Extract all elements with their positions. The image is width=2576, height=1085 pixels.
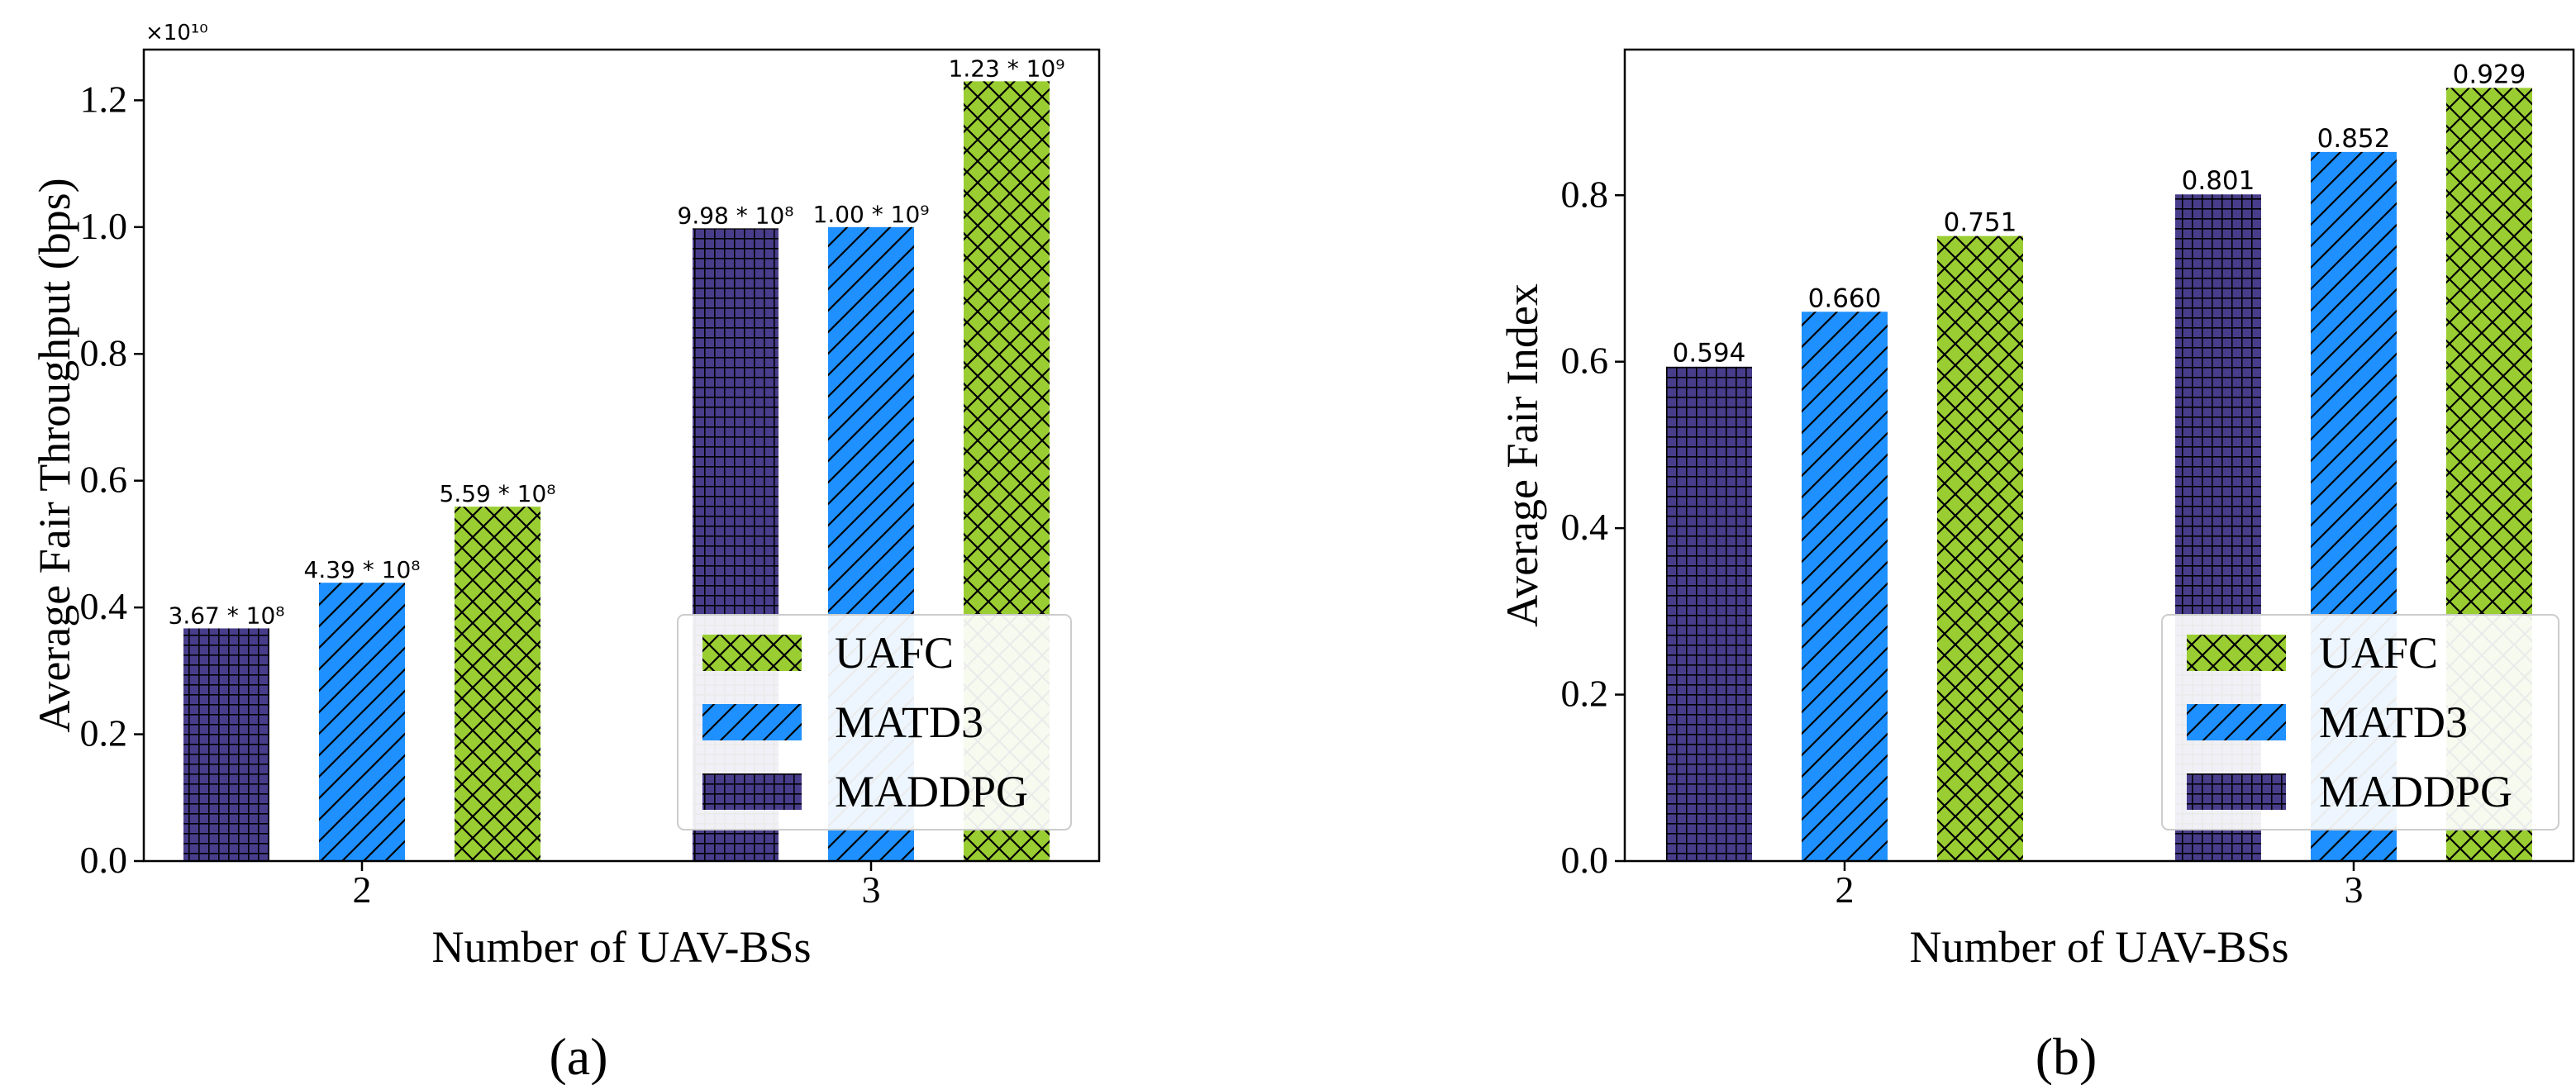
- y-tick-label: 0.0: [1561, 839, 1609, 881]
- x-axis-label: Number of UAV-BSs: [431, 922, 811, 972]
- y-axis-label: Average Fair Index: [1498, 283, 1547, 627]
- bar-value-label: 1.00 * 10⁹: [813, 201, 930, 228]
- y-tick-label: 0.8: [80, 331, 128, 374]
- bar-maddpg-2: [1666, 366, 1752, 862]
- bar-uafc-2: [455, 507, 540, 861]
- bar-maddpg-2: [183, 628, 269, 861]
- bar-value-label: 1.23 * 10⁹: [949, 55, 1065, 82]
- legend: UAFC MATD3 MADDPG: [677, 614, 1072, 830]
- y-offset-label: ×10¹⁰: [145, 21, 208, 45]
- y-tick-label: 0.4: [1561, 506, 1609, 548]
- panel-label: (b): [2036, 1027, 2097, 1085]
- axes-frame: [142, 48, 1101, 863]
- panel-label: (a): [549, 1027, 607, 1085]
- bar-value-label: 4.39 * 10⁸: [304, 556, 421, 583]
- x-tick-label: 2: [353, 868, 372, 911]
- legend-swatch-matd3: [702, 704, 802, 740]
- legend-label-maddpg: MADDPG: [2319, 767, 2512, 816]
- y-tick-label: 1.0: [80, 205, 128, 247]
- bar-value-label: 5.59 * 10⁸: [440, 480, 556, 507]
- bar-value-label: 0.852: [2317, 124, 2391, 154]
- bar-value-label: 0.660: [1808, 283, 1882, 313]
- y-tick-label: 1.2: [80, 78, 128, 120]
- legend-label-matd3: MATD3: [835, 697, 983, 747]
- y-axis-label: Average Fair Throughput (bps): [30, 178, 79, 732]
- y-tick-label: 0.0: [80, 839, 128, 881]
- y-tick-label: 0.6: [80, 459, 128, 501]
- bar-value-label: 0.929: [2453, 59, 2526, 89]
- y-tick-label: 0.8: [1561, 173, 1609, 215]
- legend-label-uafc: UAFC: [2319, 628, 2438, 678]
- legend-swatch-maddpg: [2187, 773, 2286, 810]
- bar-value-label: 0.751: [1944, 208, 2017, 238]
- x-tick-label: 3: [862, 868, 881, 911]
- chart-panel-a: 3.67 * 10⁸ 9.98 * 10⁸ 4.39 * 10⁸ 1.00 * 10⁹…: [30, 21, 1101, 1085]
- y-tick-label: 0.2: [80, 712, 128, 754]
- legend-swatch-uafc: [2187, 635, 2286, 671]
- legend-swatch-matd3: [2187, 704, 2286, 740]
- bar-uafc-2: [1937, 236, 2023, 861]
- y-tick-label: 0.6: [1561, 340, 1609, 382]
- legend-label-maddpg: MADDPG: [835, 767, 1028, 816]
- legend-label-uafc: UAFC: [835, 628, 954, 678]
- bar-value-label: 3.67 * 10⁸: [169, 602, 285, 629]
- legend-label-matd3: MATD3: [2319, 697, 2468, 747]
- axes-frame: [1623, 48, 2575, 863]
- bar-value-label: 0.801: [2182, 166, 2255, 196]
- y-tick-label: 0.4: [80, 585, 128, 627]
- x-tick-label: 3: [2345, 868, 2364, 911]
- legend: UAFC MATD3 MADDPG: [2161, 614, 2559, 830]
- bar-value-label: 0.594: [1673, 339, 1746, 369]
- bar-matd3-2: [319, 583, 405, 861]
- x-tick-label: 2: [1836, 868, 1855, 911]
- chart-panel-b: 0.594 0.801 0.660 0.852 0.751 0.929 0.0 0.2 0.4 0…: [1498, 48, 2575, 1085]
- y-tick-label: 0.2: [1561, 673, 1609, 715]
- bar-matd3-2: [1802, 312, 1888, 861]
- legend-swatch-uafc: [702, 635, 802, 671]
- legend-swatch-maddpg: [702, 773, 802, 810]
- bar-value-label: 9.98 * 10⁸: [678, 202, 794, 229]
- x-axis-label: Number of UAV-BSs: [1909, 922, 2288, 972]
